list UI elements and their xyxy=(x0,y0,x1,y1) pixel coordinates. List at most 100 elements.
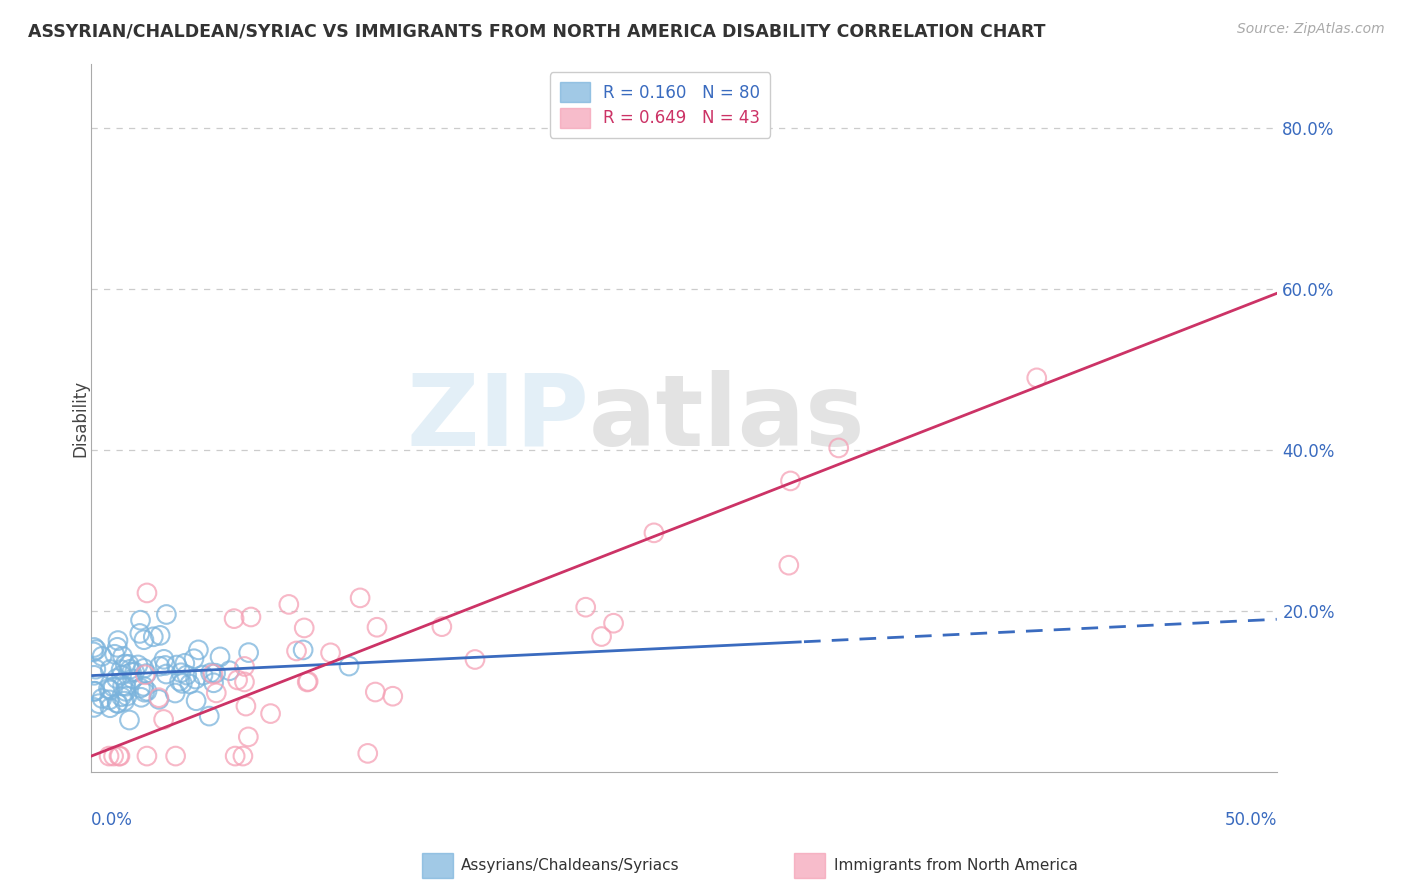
Point xyxy=(277,598,299,612)
Point xyxy=(83,684,105,698)
Point xyxy=(121,665,143,680)
Point xyxy=(149,628,172,642)
Point xyxy=(105,640,128,655)
Point xyxy=(115,689,138,703)
Point xyxy=(108,749,131,764)
Point xyxy=(235,699,257,714)
Point xyxy=(239,610,262,624)
Point xyxy=(107,633,129,648)
Point xyxy=(83,640,105,655)
Point xyxy=(200,665,222,680)
Point xyxy=(83,668,105,682)
Y-axis label: Disability: Disability xyxy=(72,380,89,457)
Point xyxy=(292,621,315,635)
Point xyxy=(643,525,665,540)
Point xyxy=(105,672,128,686)
Point xyxy=(233,674,256,689)
Point xyxy=(187,643,209,657)
Point xyxy=(204,666,226,681)
Text: atlas: atlas xyxy=(589,369,866,467)
Point xyxy=(155,658,177,673)
Point xyxy=(128,626,150,640)
Point xyxy=(129,613,152,627)
Point xyxy=(778,558,800,573)
Text: Source: ZipAtlas.com: Source: ZipAtlas.com xyxy=(1237,22,1385,37)
Point xyxy=(114,684,136,698)
Point xyxy=(173,657,195,671)
Point xyxy=(104,647,127,661)
Point xyxy=(84,684,107,698)
Point xyxy=(107,696,129,710)
Text: ASSYRIAN/CHALDEAN/SYRIAC VS IMMIGRANTS FROM NORTH AMERICA DISABILITY CORRELATION: ASSYRIAN/CHALDEAN/SYRIAC VS IMMIGRANTS F… xyxy=(28,22,1046,40)
Point xyxy=(226,673,249,687)
Point xyxy=(198,709,221,723)
Point xyxy=(127,657,149,672)
Point xyxy=(118,713,141,727)
Point xyxy=(464,652,486,666)
Point xyxy=(779,474,801,488)
Point xyxy=(152,713,174,727)
Text: ZIP: ZIP xyxy=(406,369,589,467)
Point xyxy=(98,693,121,707)
Point xyxy=(285,644,308,658)
Point xyxy=(98,683,121,698)
Point xyxy=(142,630,165,644)
Point xyxy=(337,659,360,673)
Point xyxy=(110,668,132,682)
Point xyxy=(191,668,214,682)
Point xyxy=(98,749,121,764)
Point xyxy=(366,620,388,634)
Legend: R = 0.160   N = 80, R = 0.649   N = 43: R = 0.160 N = 80, R = 0.649 N = 43 xyxy=(550,72,770,137)
Point xyxy=(114,657,136,672)
Point xyxy=(135,666,157,681)
Point xyxy=(98,700,121,714)
Point xyxy=(87,697,110,711)
Point xyxy=(91,691,114,706)
Point xyxy=(101,680,124,694)
Point xyxy=(129,690,152,705)
Point xyxy=(176,668,198,682)
Point xyxy=(218,664,240,678)
Point xyxy=(121,672,143,686)
Point xyxy=(132,632,155,647)
Point xyxy=(166,658,188,673)
Point xyxy=(232,749,254,764)
Point xyxy=(148,690,170,705)
Point xyxy=(110,690,132,704)
Point xyxy=(292,643,315,657)
Point xyxy=(357,747,380,761)
Point xyxy=(97,681,120,696)
Point xyxy=(183,651,205,665)
Point xyxy=(297,675,319,690)
Point xyxy=(170,665,193,680)
Point xyxy=(120,662,142,676)
Point xyxy=(153,652,176,666)
Point xyxy=(132,679,155,693)
Point xyxy=(184,672,207,686)
Point xyxy=(134,667,156,681)
Point xyxy=(91,649,114,664)
Point xyxy=(827,441,849,455)
Point xyxy=(84,642,107,657)
Point xyxy=(83,645,105,659)
Point xyxy=(124,665,146,679)
Point xyxy=(136,749,159,764)
Point xyxy=(591,630,613,644)
Point xyxy=(201,667,224,681)
Point xyxy=(169,674,191,689)
Point xyxy=(111,679,134,693)
Point xyxy=(238,730,260,744)
Text: Assyrians/Chaldeans/Syriacs: Assyrians/Chaldeans/Syriacs xyxy=(461,858,679,872)
Point xyxy=(205,686,228,700)
Point xyxy=(165,686,187,700)
Text: Immigrants from North America: Immigrants from North America xyxy=(834,858,1077,872)
Point xyxy=(224,749,246,764)
Point xyxy=(83,700,105,714)
Point xyxy=(98,663,121,677)
Text: 50.0%: 50.0% xyxy=(1225,811,1277,829)
Point xyxy=(105,696,128,710)
Point xyxy=(148,692,170,706)
Point xyxy=(184,694,207,708)
Point xyxy=(132,661,155,675)
Point xyxy=(108,749,131,764)
